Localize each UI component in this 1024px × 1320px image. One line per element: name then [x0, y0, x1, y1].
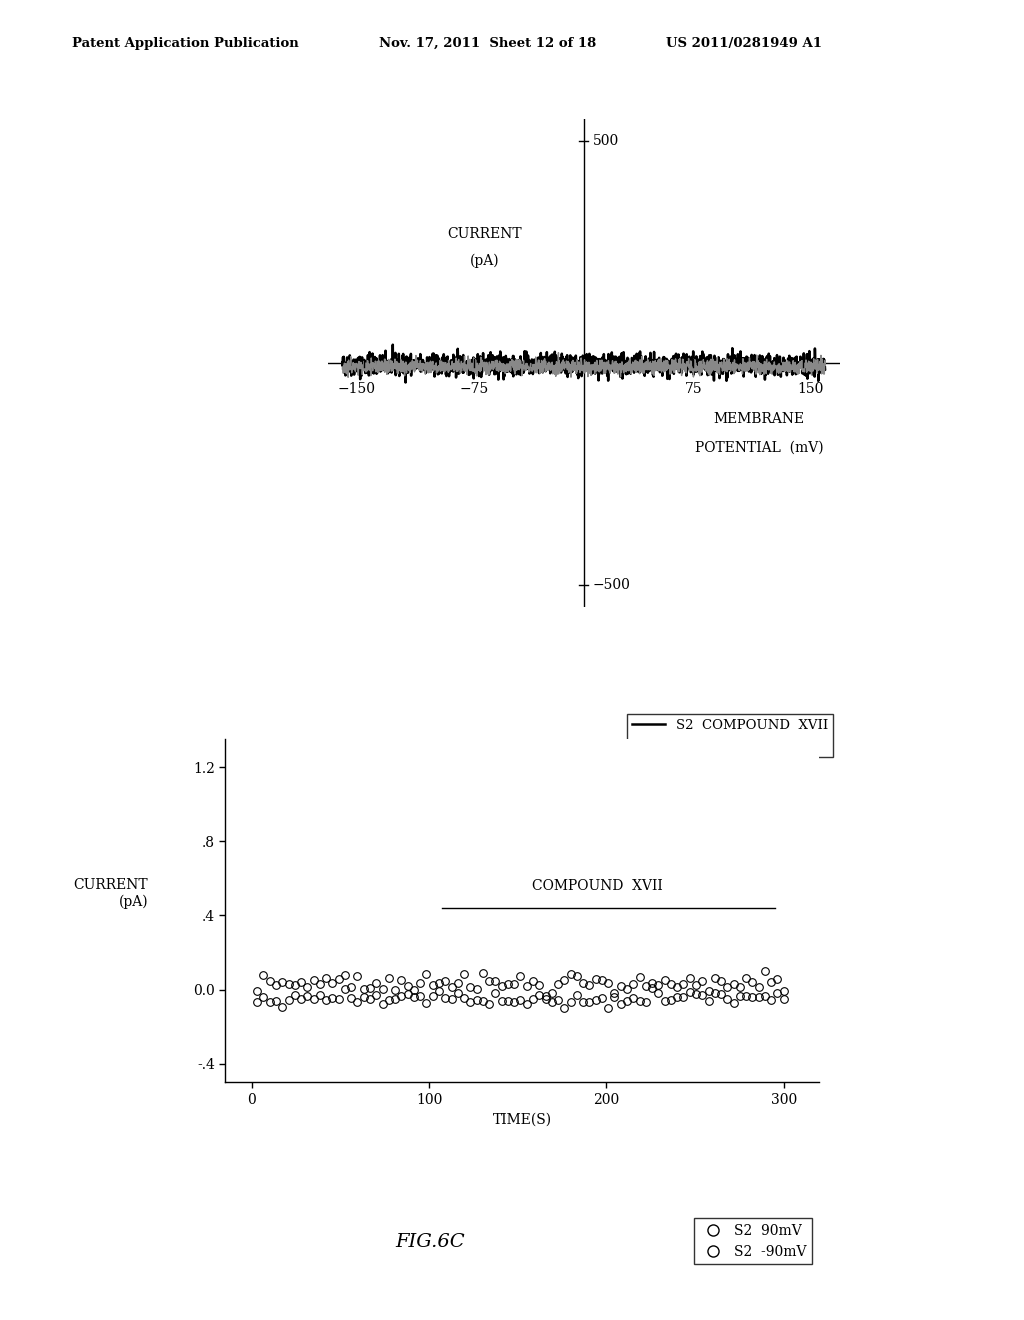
Legend: S2  COMPOUND  XVII, S2  CONTROL: S2 COMPOUND XVII, S2 CONTROL	[627, 714, 834, 756]
S2  -90mV	[514, 993, 526, 1008]
Text: 500: 500	[593, 135, 618, 148]
Y-axis label: CURRENT
(pA): CURRENT (pA)	[74, 878, 148, 909]
S2  -90mV	[777, 991, 790, 1007]
Text: US 2011/0281949 A1: US 2011/0281949 A1	[666, 37, 821, 50]
S2  90mV	[777, 982, 790, 998]
S2  90mV	[753, 978, 765, 994]
Text: 150: 150	[798, 381, 823, 396]
S2  -90mV	[339, 981, 351, 997]
Text: FIG.6C: FIG.6C	[395, 1233, 465, 1251]
X-axis label: TIME(S): TIME(S)	[493, 1113, 552, 1126]
S2  90mV	[339, 968, 351, 983]
Text: (pA): (pA)	[469, 253, 499, 268]
S2  90mV	[408, 982, 420, 998]
S2  90mV	[251, 983, 263, 999]
Text: Nov. 17, 2011  Sheet 12 of 18: Nov. 17, 2011 Sheet 12 of 18	[379, 37, 596, 50]
Text: 75: 75	[685, 381, 702, 396]
S2  -90mV	[414, 989, 426, 1005]
Line: S2  90mV: S2 90mV	[253, 968, 787, 999]
S2  -90mV	[433, 983, 445, 999]
Text: MEMBRANE: MEMBRANE	[714, 412, 805, 426]
Text: Patent Application Publication: Patent Application Publication	[72, 37, 298, 50]
S2  -90mV	[759, 989, 771, 1005]
S2  90mV	[759, 964, 771, 979]
Text: −75: −75	[460, 381, 488, 396]
S2  90mV	[540, 989, 552, 1005]
Legend: S2  90mV, S2  -90mV: S2 90mV, S2 -90mV	[694, 1218, 812, 1265]
S2  90mV	[414, 975, 426, 991]
S2  -90mV	[251, 994, 263, 1010]
S2  90mV	[514, 969, 526, 985]
Text: −150: −150	[338, 381, 376, 396]
Text: POTENTIAL  (mV): POTENTIAL (mV)	[695, 441, 823, 454]
Text: COMPOUND  XVII: COMPOUND XVII	[532, 879, 663, 894]
S2  90mV	[433, 975, 445, 991]
S2  -90mV	[558, 1001, 570, 1016]
Text: −500: −500	[593, 578, 631, 591]
S2  -90mV	[408, 989, 420, 1005]
Text: CURRENT: CURRENT	[446, 227, 521, 242]
S2  -90mV	[646, 979, 658, 995]
Line: S2  -90mV: S2 -90mV	[253, 983, 787, 1012]
